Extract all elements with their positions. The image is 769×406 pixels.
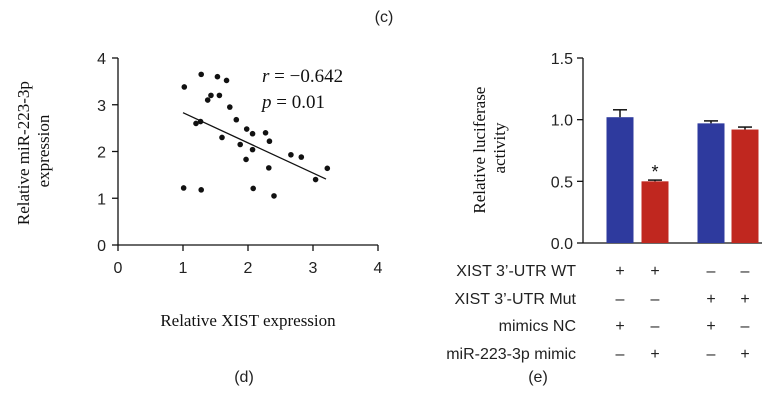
bar-y-label: Relative luciferase activity bbox=[470, 82, 509, 213]
condition-mark: – bbox=[651, 291, 660, 308]
scatter-x-tick-label: 1 bbox=[179, 260, 188, 277]
scatter-points bbox=[180, 71, 331, 199]
bar bbox=[641, 181, 669, 243]
scatter-point bbox=[233, 116, 240, 123]
scatter-trendline-group bbox=[182, 112, 327, 180]
condition-mark: + bbox=[615, 263, 624, 280]
scatter-point bbox=[324, 165, 331, 172]
scatter-annotation-r-value: = −0.642 bbox=[269, 66, 343, 87]
scatter-point bbox=[250, 185, 256, 192]
scatter-point bbox=[216, 92, 223, 99]
scatter-point bbox=[262, 130, 269, 136]
bar-chart: 0.00.51.01.5 * XIST 3’-UTR WT + + – –XIST 3’… bbox=[446, 51, 762, 363]
scatter-y-tick-label: 2 bbox=[97, 145, 106, 162]
scatter-point bbox=[219, 134, 225, 141]
scatter-point bbox=[214, 73, 221, 80]
panel-label-e: (e) bbox=[528, 369, 548, 386]
scatter-point bbox=[271, 193, 277, 199]
condition-mark: – bbox=[741, 263, 750, 280]
scatter-point bbox=[193, 120, 199, 127]
scatter-point bbox=[288, 151, 294, 158]
condition-mark: – bbox=[741, 318, 750, 335]
scatter-point bbox=[198, 71, 204, 78]
scatter-x-tick-label: 2 bbox=[244, 260, 253, 277]
condition-mark: – bbox=[616, 291, 625, 308]
bar-y-label-line-1: Relative luciferase bbox=[470, 87, 489, 214]
condition-row-label: miR-223-3p mimic bbox=[446, 346, 576, 363]
scatter-y-label-line-2: expression bbox=[34, 114, 53, 187]
scatter-point bbox=[181, 84, 188, 90]
scatter-point bbox=[249, 130, 256, 137]
scatter-x-label: Relative XIST expression bbox=[160, 311, 336, 330]
scatter-y-tick-label: 0 bbox=[97, 238, 106, 255]
scatter-annotation-r-symbol: r bbox=[262, 66, 270, 87]
panel-label-d: (d) bbox=[234, 369, 254, 386]
significance-star: * bbox=[651, 162, 658, 182]
scatter-chart: 0 1 2 3 4 0 1 2 3 4 r = −0.642 p = 0.01 Relative… bbox=[14, 51, 383, 330]
scatter-annotation-r: r = −0.642 bbox=[262, 66, 343, 87]
scatter-point bbox=[237, 141, 243, 148]
condition-row-label: XIST 3’-UTR WT bbox=[456, 263, 576, 280]
condition-mark: + bbox=[706, 318, 715, 335]
condition-mark: + bbox=[615, 318, 624, 335]
condition-mark: – bbox=[616, 346, 625, 363]
scatter-point bbox=[180, 185, 187, 191]
condition-mark: + bbox=[740, 346, 749, 363]
condition-table: XIST 3’-UTR WT + + – – XIST 3’-UTR Mut – – + + mim… bbox=[446, 263, 749, 363]
condition-mark: – bbox=[707, 346, 716, 363]
scatter-point bbox=[208, 92, 214, 99]
condition-mark: + bbox=[706, 291, 715, 308]
condition-row-label: mimics NC bbox=[499, 318, 576, 335]
scatter-point bbox=[223, 77, 230, 84]
bar bbox=[606, 117, 634, 243]
scatter-point bbox=[312, 176, 319, 183]
scatter-x-tick-label: 0 bbox=[114, 260, 123, 277]
condition-mark: – bbox=[707, 263, 716, 280]
bar-series: * bbox=[606, 109, 759, 243]
condition-row-label: XIST 3’-UTR Mut bbox=[455, 291, 577, 308]
scatter-x-tick-label: 4 bbox=[374, 260, 383, 277]
condition-mark: + bbox=[650, 263, 659, 280]
bar-y-tick-label: 1.5 bbox=[551, 51, 573, 68]
scatter-point bbox=[298, 154, 305, 160]
scatter-y-tick-label: 4 bbox=[97, 51, 106, 68]
scatter-x-tick-label: 3 bbox=[309, 260, 318, 277]
scatter-y-ticks: 0 1 2 3 4 bbox=[97, 51, 118, 255]
scatter-annotation-p-value: = 0.01 bbox=[272, 92, 325, 113]
scatter-point bbox=[198, 187, 204, 193]
scatter-point bbox=[204, 97, 211, 103]
bar bbox=[697, 123, 725, 243]
scatter-y-label: Relative miR-223-3p expression bbox=[14, 77, 53, 225]
scatter-annotation-p-symbol: p bbox=[260, 92, 272, 113]
bar-y-tick-label: 1.0 bbox=[551, 113, 573, 130]
scatter-point bbox=[227, 104, 233, 110]
scatter-point bbox=[249, 146, 256, 153]
panel-label-c: (c) bbox=[375, 9, 394, 26]
scatter-y-tick-label: 3 bbox=[97, 98, 106, 115]
bar-y-ticks: 0.0 0.5 1.0 1.5 bbox=[551, 51, 583, 253]
scatter-y-tick-label: 1 bbox=[97, 191, 106, 208]
scatter-point bbox=[266, 165, 272, 171]
scatter-x-ticks: 0 1 2 3 4 bbox=[114, 245, 383, 277]
bar-y-label-line-2: activity bbox=[490, 122, 509, 173]
condition-mark: + bbox=[650, 346, 659, 363]
scatter-trendline bbox=[182, 112, 327, 180]
condition-mark: – bbox=[651, 318, 660, 335]
scatter-point bbox=[243, 126, 250, 132]
bar bbox=[731, 129, 759, 243]
bar-y-tick-label: 0.5 bbox=[551, 174, 573, 191]
scatter-annotation-p: p = 0.01 bbox=[260, 92, 325, 113]
bar-y-tick-label: 0.0 bbox=[551, 236, 573, 253]
scatter-point bbox=[243, 156, 249, 163]
condition-mark: + bbox=[740, 291, 749, 308]
scatter-point bbox=[266, 138, 273, 145]
scatter-y-label-line-1: Relative miR-223-3p bbox=[14, 81, 33, 225]
